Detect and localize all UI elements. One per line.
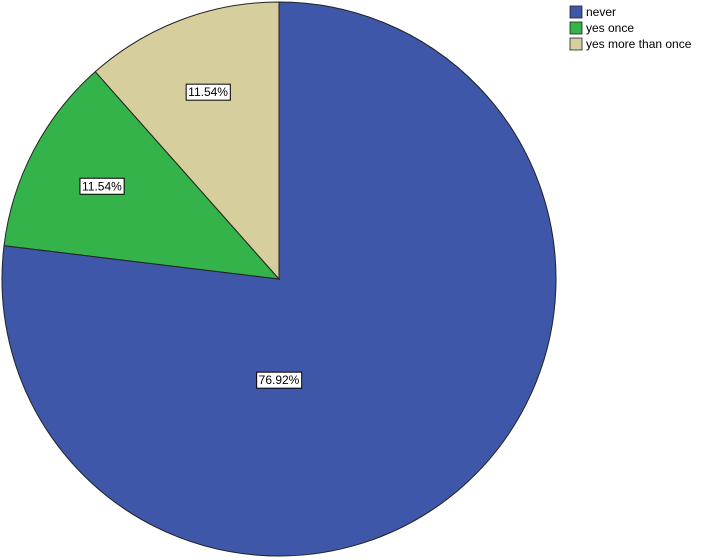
legend-label: yes more than once bbox=[586, 37, 692, 51]
legend-label: never bbox=[586, 5, 616, 19]
pie-slice bbox=[3, 70, 281, 280]
data-label-box bbox=[79, 177, 125, 195]
data-label: 11.54% bbox=[79, 177, 125, 195]
legend-swatch bbox=[569, 5, 583, 19]
data-label: 11.54% bbox=[185, 83, 231, 101]
legend-swatch bbox=[569, 21, 583, 35]
data-label-box bbox=[185, 83, 231, 101]
data-label-box bbox=[256, 371, 303, 389]
data-label-text: 76.92% bbox=[259, 373, 300, 387]
legend-label: yes once bbox=[586, 21, 634, 35]
pie-slice bbox=[94, 1, 280, 281]
data-label: 76.92% bbox=[256, 371, 303, 389]
data-label-text: 11.54% bbox=[188, 85, 228, 99]
legend-swatch bbox=[569, 37, 583, 51]
data-label-text: 11.54% bbox=[82, 179, 122, 193]
